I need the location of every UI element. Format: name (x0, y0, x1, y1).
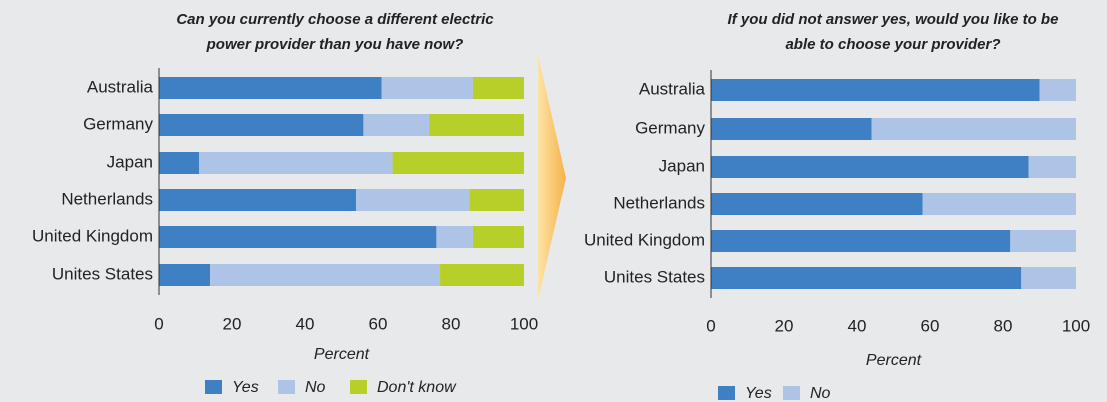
chart-title: If you did not answer yes, would you lik… (728, 11, 1059, 28)
x-tick-label: 100 (1062, 316, 1090, 335)
chart-title: able to choose your provider? (785, 36, 1000, 53)
bar-segment (711, 118, 872, 140)
bar-segment (472, 226, 524, 248)
bar-segment (210, 264, 441, 286)
bar-segment (871, 118, 1076, 140)
x-tick-label: 60 (369, 314, 388, 333)
bar-segment (159, 189, 357, 211)
legend-label: Yes (232, 379, 259, 396)
bar-segment (1021, 267, 1076, 289)
legend-swatch (205, 380, 222, 394)
bar-segment (711, 267, 1022, 289)
x-tick-label: 20 (775, 316, 794, 335)
bar-segment (363, 114, 430, 136)
legend-label: Yes (745, 385, 772, 402)
chart-title: power provider than you have now? (206, 36, 464, 53)
y-tick-label: Germany (83, 114, 153, 133)
y-tick-label: Netherlands (613, 193, 705, 212)
legend-swatch (278, 380, 295, 394)
bar-segment (711, 79, 1040, 101)
x-axis-label: Percent (314, 346, 370, 363)
bar-segment (392, 152, 524, 174)
legend-swatch (350, 380, 367, 394)
bar-segment (356, 189, 470, 211)
x-tick-label: 40 (848, 316, 867, 335)
x-tick-label: 100 (510, 314, 538, 333)
y-tick-label: Netherlands (61, 189, 153, 208)
y-tick-label: United Kingdom (32, 226, 153, 245)
x-tick-label: 20 (223, 314, 242, 333)
x-axis-label: Percent (866, 352, 922, 369)
y-tick-label: Japan (107, 152, 153, 171)
bar-segment (711, 230, 1011, 252)
legend-label: Don't know (377, 379, 457, 396)
arrow (538, 55, 566, 300)
x-tick-label: 60 (921, 316, 940, 335)
bar-segment (159, 77, 382, 99)
y-tick-label: Australia (639, 79, 706, 98)
y-tick-label: Unites States (604, 267, 705, 286)
legend-swatch (783, 386, 800, 400)
bar-segment (922, 193, 1076, 215)
bar-segment (199, 152, 393, 174)
y-tick-label: Unites States (52, 264, 153, 283)
bar-segment (1039, 79, 1076, 101)
y-tick-label: Australia (87, 77, 154, 96)
y-tick-label: Japan (659, 156, 705, 175)
bar-segment (159, 152, 200, 174)
x-tick-label: 80 (442, 314, 461, 333)
bar-segment (472, 77, 524, 99)
bar-segment (469, 189, 524, 211)
bar-segment (159, 264, 211, 286)
legend-swatch (718, 386, 735, 400)
bar-segment (381, 77, 473, 99)
bar-segment (711, 156, 1029, 178)
bar-segment (436, 226, 473, 248)
x-tick-label: 0 (154, 314, 163, 333)
bar-segment (159, 114, 364, 136)
chart-title: Can you currently choose a different ele… (176, 11, 494, 28)
bar-segment (1028, 156, 1076, 178)
y-tick-label: United Kingdom (584, 230, 705, 249)
x-tick-label: 0 (706, 316, 715, 335)
legend-label: No (305, 379, 326, 396)
legend-label: No (810, 385, 831, 402)
x-tick-label: 80 (994, 316, 1013, 335)
x-tick-label: 40 (296, 314, 315, 333)
bar-segment (159, 226, 437, 248)
y-tick-label: Germany (635, 118, 705, 137)
bar-segment (711, 193, 923, 215)
bar-segment (429, 114, 524, 136)
bar-segment (1010, 230, 1076, 252)
bar-segment (440, 264, 524, 286)
